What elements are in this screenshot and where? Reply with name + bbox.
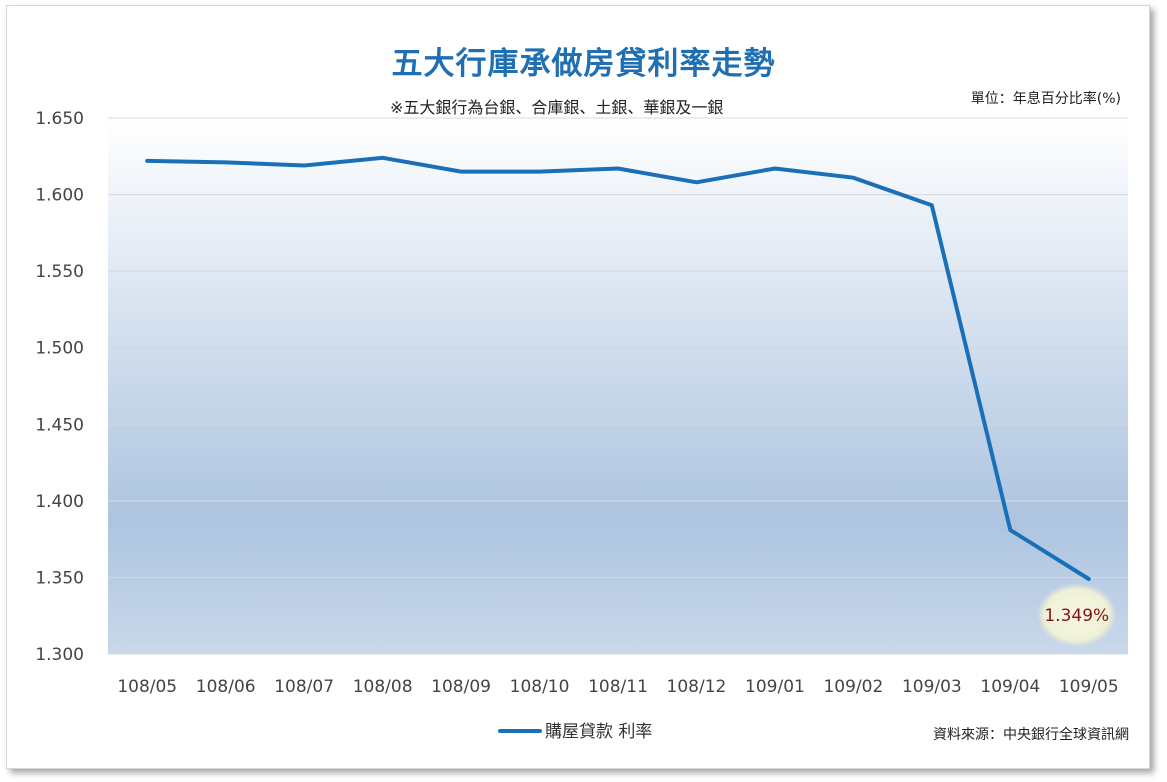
plot-area bbox=[108, 118, 1128, 654]
x-tick-label: 108/10 bbox=[510, 677, 570, 697]
y-tick-label: 1.500 bbox=[35, 339, 84, 359]
x-tick-label: 108/08 bbox=[353, 677, 413, 697]
x-tick-label: 109/03 bbox=[902, 677, 962, 697]
x-tick-label: 109/02 bbox=[823, 677, 883, 697]
y-tick-label: 1.300 bbox=[35, 645, 84, 665]
chart-subtitle: ※五大銀行為台銀、合庫銀、土銀、華銀及一銀 bbox=[390, 98, 724, 117]
series-line-mortgage-rate bbox=[145, 155, 1091, 581]
y-tick-label: 1.400 bbox=[35, 492, 84, 512]
callout-highlight bbox=[1036, 582, 1117, 647]
x-tick-label: 109/01 bbox=[745, 677, 805, 697]
x-tick-label: 109/05 bbox=[1059, 677, 1119, 697]
x-tick-label: 108/12 bbox=[667, 677, 727, 697]
x-tick-label: 108/06 bbox=[196, 677, 256, 697]
legend-label: 購屋貸款 利率 bbox=[545, 722, 652, 742]
y-tick-label: 1.350 bbox=[35, 568, 84, 588]
source-label: 資料來源：中央銀行全球資訊網 bbox=[933, 727, 1129, 743]
callout-label: 1.349% bbox=[1044, 606, 1109, 626]
y-tick-label: 1.650 bbox=[35, 109, 84, 129]
x-tick-label: 109/04 bbox=[980, 677, 1040, 697]
y-tick-label: 1.550 bbox=[35, 262, 84, 282]
unit-label: 單位：年息百分比率(%) bbox=[970, 91, 1121, 107]
y-tick-label: 1.450 bbox=[35, 415, 84, 435]
x-tick-label: 108/11 bbox=[588, 677, 648, 697]
x-tick-label: 108/07 bbox=[274, 677, 334, 697]
x-tick-label: 108/09 bbox=[431, 677, 491, 697]
y-tick-label: 1.600 bbox=[35, 186, 84, 206]
x-tick-label: 108/05 bbox=[117, 677, 177, 697]
chart-title: 五大行庫承做房貸利率走勢 bbox=[391, 46, 776, 82]
